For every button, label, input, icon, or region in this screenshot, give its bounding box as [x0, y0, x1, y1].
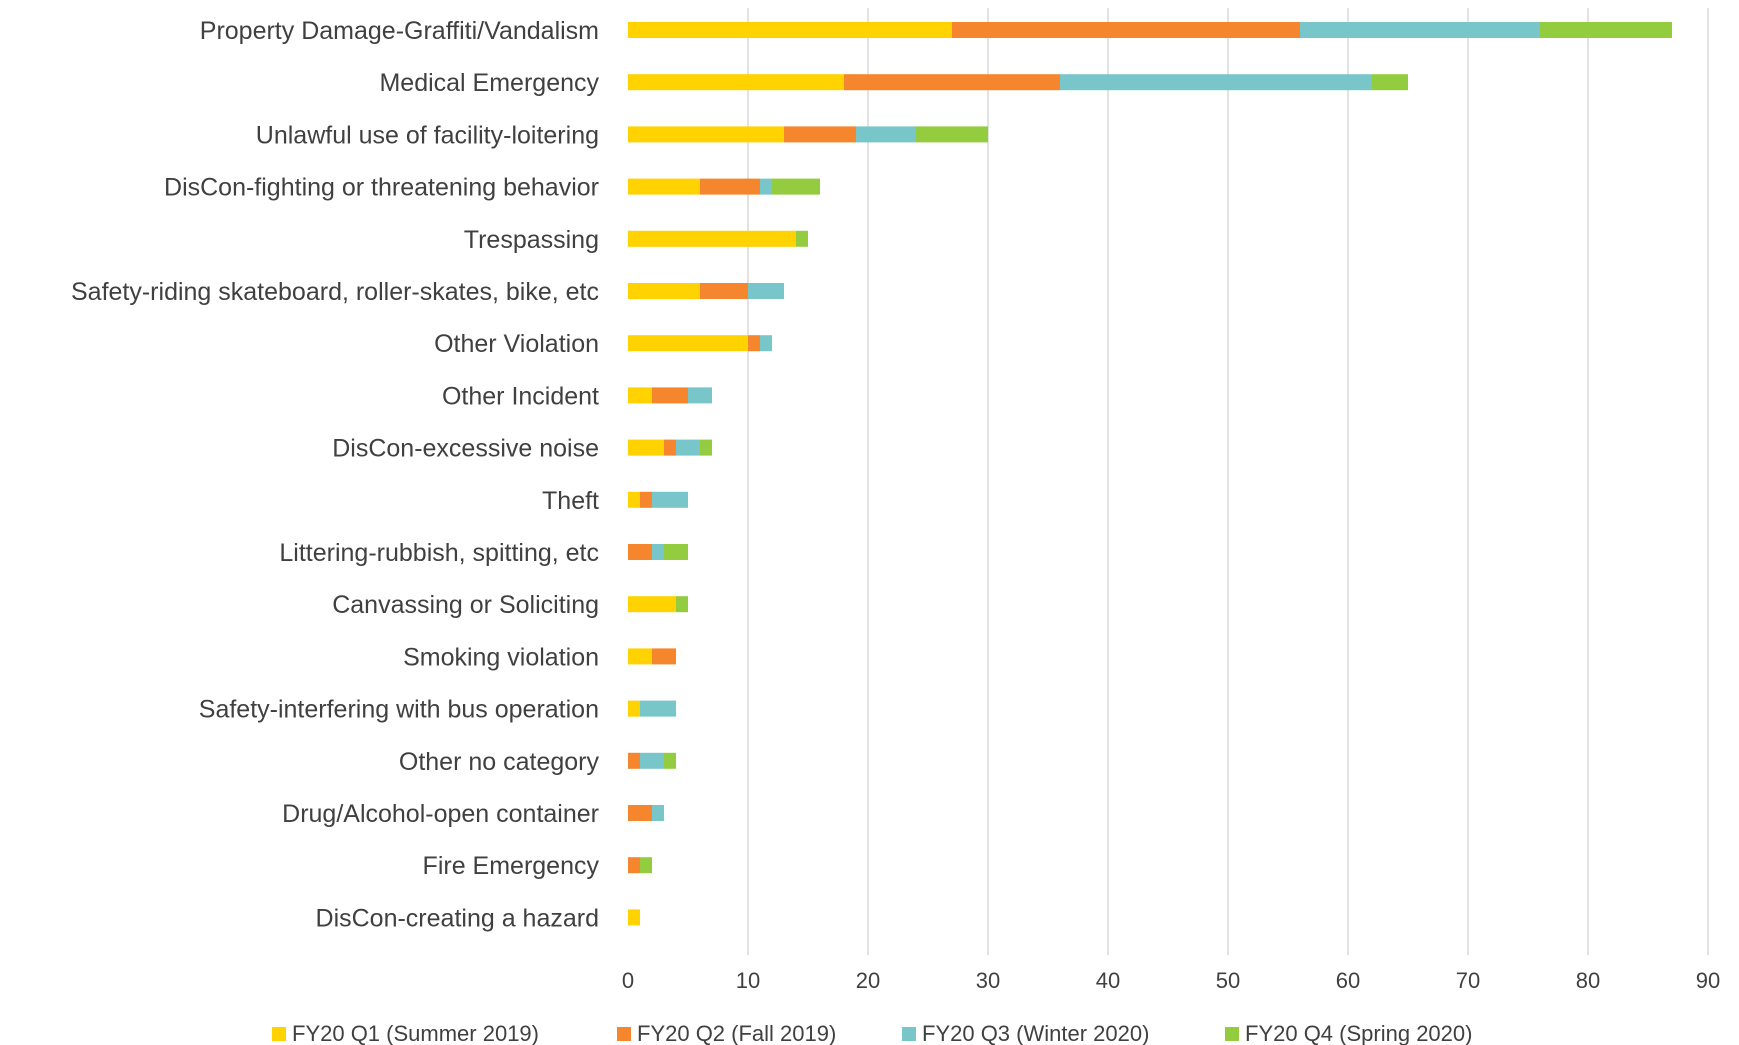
bar-discon-fighting-or-threatening-behavior-q2	[700, 178, 760, 195]
x-tick-label-20: 20	[856, 968, 880, 993]
bar-discon-fighting-or-threatening-behavior-q4	[772, 178, 820, 195]
category-label-littering-rubbish-spitting-etc: Littering-rubbish, spitting, etc	[279, 539, 599, 567]
bars	[628, 22, 1672, 926]
x-tick-label-40: 40	[1096, 968, 1120, 993]
bar-canvassing-or-soliciting-q1	[628, 596, 676, 613]
bar-safety-interfering-with-bus-operation-q3	[640, 700, 676, 717]
bar-other-no-category-q2	[628, 752, 640, 769]
x-tick-label-10: 10	[736, 968, 760, 993]
category-label-safety-riding-skateboard-roller-skates-bike-etc: Safety-riding skateboard, roller-skates,…	[71, 278, 599, 306]
category-label-discon-creating-a-hazard: DisCon-creating a hazard	[316, 904, 599, 932]
x-tick-label-80: 80	[1576, 968, 1600, 993]
category-label-property-damage-graffiti-vandalism: Property Damage-Graffiti/Vandalism	[200, 17, 599, 45]
bar-littering-rubbish-spitting-etc-q3	[652, 544, 664, 560]
bar-medical-emergency-q3	[1060, 74, 1372, 91]
category-label-trespassing: Trespassing	[464, 226, 599, 254]
bar-smoking-violation-q1	[628, 648, 652, 665]
bar-discon-fighting-or-threatening-behavior-q3	[760, 178, 772, 195]
bar-theft-q2	[640, 491, 652, 508]
legend-label-q4: FY20 Q4 (Spring 2020)	[1245, 1021, 1472, 1045]
category-label-theft: Theft	[542, 487, 599, 515]
bar-theft-q1	[628, 491, 640, 508]
bar-discon-fighting-or-threatening-behavior-q1	[628, 178, 700, 195]
bar-canvassing-or-soliciting-q4	[676, 596, 688, 613]
bar-unlawful-use-of-facility-loitering-q3	[856, 126, 916, 143]
bar-trespassing-q1	[628, 230, 796, 247]
x-tick-label-90: 90	[1696, 968, 1720, 993]
category-label-medical-emergency: Medical Emergency	[379, 69, 599, 97]
bar-trespassing-q4	[796, 230, 808, 247]
bar-medical-emergency-q4	[1372, 74, 1408, 91]
legend-label-q2: FY20 Q2 (Fall 2019)	[637, 1021, 836, 1045]
bar-property-damage-graffiti-vandalism-q4	[1540, 22, 1672, 38]
bar-other-no-category-q4	[664, 752, 676, 769]
category-label-smoking-violation: Smoking violation	[403, 643, 599, 671]
bar-other-no-category-q3	[640, 752, 664, 769]
x-axis-tick-labels: 0 10 20 30 40 50 60 70 80 90	[622, 968, 1720, 993]
category-label-discon-fighting-or-threatening-behavior: DisCon-fighting or threatening behavior	[164, 174, 599, 202]
bar-other-incident-q2	[652, 387, 688, 404]
bar-safety-riding-skateboard-roller-skates-bike-etc-q2	[700, 283, 748, 299]
category-labels: Property Damage-Graffiti/Vandalism Medica…	[71, 17, 600, 932]
bar-discon-excessive-noise-q4	[700, 439, 712, 456]
category-label-safety-interfering-with-bus-operation: Safety-interfering with bus operation	[199, 696, 599, 724]
category-label-discon-excessive-noise: DisCon-excessive noise	[332, 435, 599, 463]
bar-discon-excessive-noise-q3	[676, 439, 700, 456]
bar-theft-q3	[652, 491, 688, 508]
bar-property-damage-graffiti-vandalism-q2	[952, 22, 1300, 38]
legend-swatch-q3	[902, 1027, 916, 1041]
category-label-canvassing-or-soliciting: Canvassing or Soliciting	[332, 591, 599, 619]
bar-unlawful-use-of-facility-loitering-q2	[784, 126, 856, 143]
bar-medical-emergency-q1	[628, 74, 844, 91]
bar-discon-excessive-noise-q2	[664, 439, 676, 456]
bar-discon-creating-a-hazard-q1	[628, 909, 640, 926]
bar-other-violation-q1	[628, 335, 748, 352]
bar-property-damage-graffiti-vandalism-q1	[628, 22, 952, 38]
x-tick-label-70: 70	[1456, 968, 1480, 993]
bar-unlawful-use-of-facility-loitering-q4	[916, 126, 988, 143]
bar-smoking-violation-q2	[652, 648, 676, 665]
legend-label-q1: FY20 Q1 (Summer 2019)	[292, 1021, 539, 1045]
category-label-unlawful-use-of-facility-loitering: Unlawful use of facility-loitering	[256, 121, 599, 149]
bar-medical-emergency-q2	[844, 74, 1060, 91]
bar-property-damage-graffiti-vandalism-q3	[1300, 22, 1540, 38]
bar-drug-alcohol-open-container-q2	[628, 805, 652, 821]
legend-swatch-q2	[617, 1027, 631, 1041]
category-label-other-violation: Other Violation	[434, 330, 599, 358]
legend-swatch-q4	[1225, 1027, 1239, 1041]
bar-other-violation-q2	[748, 335, 760, 352]
bar-drug-alcohol-open-container-q3	[652, 805, 664, 821]
bar-safety-interfering-with-bus-operation-q1	[628, 700, 640, 717]
bar-littering-rubbish-spitting-etc-q2	[628, 544, 652, 560]
bar-unlawful-use-of-facility-loitering-q1	[628, 126, 784, 143]
bar-safety-riding-skateboard-roller-skates-bike-etc-q3	[748, 283, 784, 299]
category-label-fire-emergency: Fire Emergency	[423, 852, 600, 880]
bar-fire-emergency-q4	[640, 857, 652, 874]
legend-label-q3: FY20 Q3 (Winter 2020)	[922, 1021, 1149, 1045]
bar-other-violation-q3	[760, 335, 772, 352]
legend-swatch-q1	[272, 1027, 286, 1041]
bar-other-incident-q3	[688, 387, 712, 404]
category-label-other-incident: Other Incident	[442, 382, 599, 410]
x-tick-label-50: 50	[1216, 968, 1240, 993]
x-tick-label-60: 60	[1336, 968, 1360, 993]
bar-safety-riding-skateboard-roller-skates-bike-etc-q1	[628, 283, 700, 299]
bar-discon-excessive-noise-q1	[628, 439, 664, 456]
bar-littering-rubbish-spitting-etc-q4	[664, 544, 688, 560]
bar-fire-emergency-q2	[628, 857, 640, 874]
gridlines	[747, 8, 1709, 955]
x-tick-label-30: 30	[976, 968, 1000, 993]
bar-other-incident-q1	[628, 387, 652, 404]
x-tick-label-0: 0	[622, 968, 634, 993]
legend: FY20 Q1 (Summer 2019) FY20 Q2 (Fall 2019)…	[272, 1021, 1472, 1045]
category-label-drug-alcohol-open-container: Drug/Alcohol-open container	[282, 800, 599, 828]
category-label-other-no-category: Other no category	[399, 748, 600, 776]
